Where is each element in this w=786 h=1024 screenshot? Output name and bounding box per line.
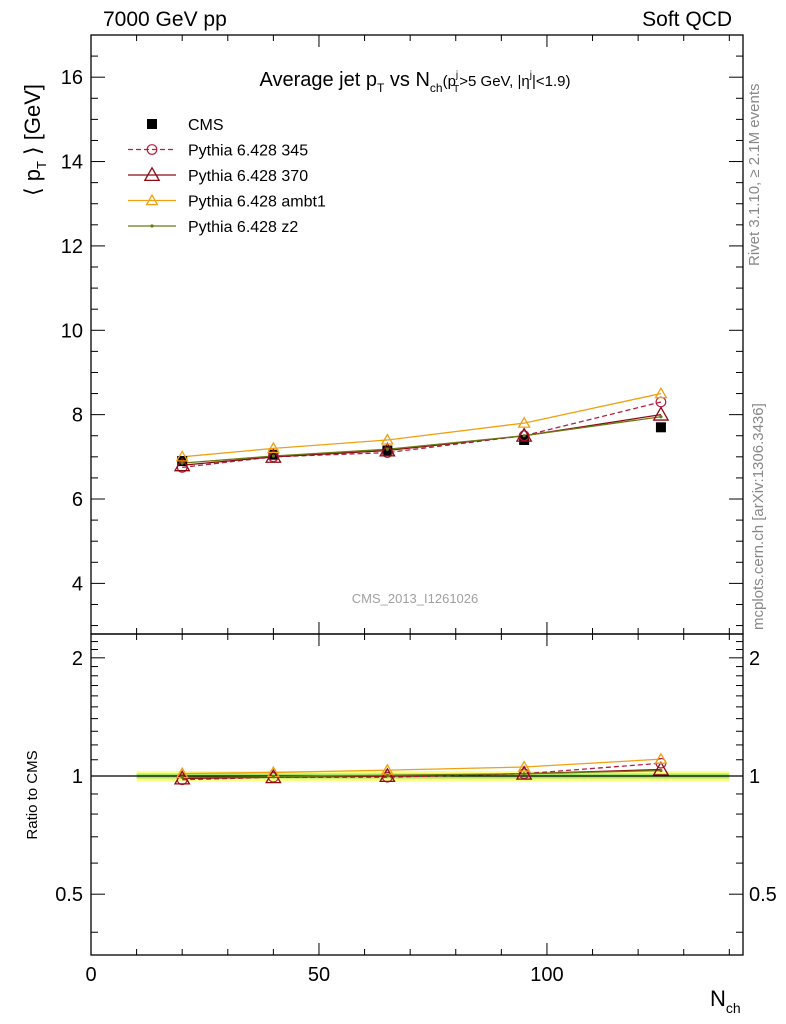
series-marker [515,427,533,442]
y-tick-label: 10 [61,320,83,342]
x-label-part: N [710,986,726,1011]
x-label-part: ch [726,1000,741,1016]
legend-label: CMS [188,117,224,134]
x-tick-label: 100 [530,964,563,986]
series-line [182,416,662,464]
y-tick-label: 4 [72,573,83,595]
series-marker [659,768,663,773]
series-marker [145,193,159,206]
y-tick-label: 8 [72,405,83,427]
series-marker [654,386,668,399]
series-marker [659,415,663,419]
series-marker [522,772,526,776]
series-marker [379,767,396,783]
series-marker [146,144,158,155]
title-part: j [455,70,458,81]
series-marker [271,454,275,458]
title-part: T [377,81,385,95]
header-left: 7000 GeV pp [103,8,227,31]
header-right: Soft QCD [642,8,732,31]
title-part: vs N [384,69,430,91]
y-label-part: ⟩ [GeV] [20,84,45,161]
series-marker [380,433,394,445]
ratio-tick-label: 1 [749,766,760,788]
ratio-axis-label: Ratio to CMS [24,750,41,839]
title-part: T [453,84,459,95]
series-marker [180,775,184,779]
legend-label: Pythia 6.428 z2 [188,219,298,236]
series-marker [271,775,275,779]
chart-title: Average jet pT vs Nch(pj T>5 GeV, |ηj|<1.… [259,69,570,95]
data-point [655,422,666,433]
ratio-tick-label: 0.5 [749,884,777,906]
legend-label: Pythia 6.428 ambt1 [188,194,326,211]
series-marker [266,441,280,454]
series-marker [652,406,670,421]
series-marker [150,224,154,228]
y-tick-label: 16 [61,67,83,89]
ratio-tick-label: 0.5 [55,884,83,906]
series-marker [385,447,389,451]
title-part: (p [443,73,456,90]
series-marker [265,448,282,463]
legend: CMS Pythia 6.428 345 Pythia 6.428 370 Pythi… [128,117,326,236]
x-tick-label: 0 [85,964,96,986]
ratio-panel: 0.5 0.5 1 1 2 2 [55,633,777,956]
title-part: Average jet p [259,69,377,91]
series-marker [652,760,670,776]
title-part: |<1.9) [532,73,571,90]
y-tick-label: 6 [72,489,83,511]
series-marker [385,773,389,777]
ratio-frame [90,633,744,956]
analysis-watermark: CMS_2013_I1261026 [352,591,479,606]
series-marker [522,434,526,438]
legend-marker-data [147,119,157,129]
legend-label: Pythia 6.428 370 [188,168,308,185]
y-label-part: ⟨ p [20,169,45,196]
y-tick-label: 12 [61,236,83,258]
side-label-mcplots: mcplots.cern.ch [arXiv:1306.3436] [750,403,767,630]
y-tick-label: 14 [61,152,83,174]
title-part: j [529,70,532,81]
title-part: ch [430,81,443,95]
y-axis-label: ⟨ pT ⟩ [GeV] [20,84,49,196]
ratio-tick-label: 1 [72,766,83,788]
series-marker [173,456,191,472]
ratio-tick-label: 2 [72,648,83,670]
series-marker [517,760,531,772]
legend-label: Pythia 6.428 345 [188,143,308,160]
x-axis-label: Nch [710,986,741,1016]
series-marker [175,450,189,462]
series-marker [379,441,396,457]
side-label-rivet: Rivet 3.1.10, ≥ 2.1M events [746,83,763,267]
x-tick-label: 50 [308,964,330,986]
series-marker [654,752,668,764]
series-marker [143,166,161,182]
series-line [182,392,662,458]
series-marker [515,765,533,780]
ratio-series-line [182,758,661,775]
title-part: >5 GeV, |η [459,73,529,90]
ratio-tick-label: 2 [749,648,760,670]
y-label-part: T [34,161,49,169]
series-marker [180,461,184,465]
series-marker [517,416,531,428]
